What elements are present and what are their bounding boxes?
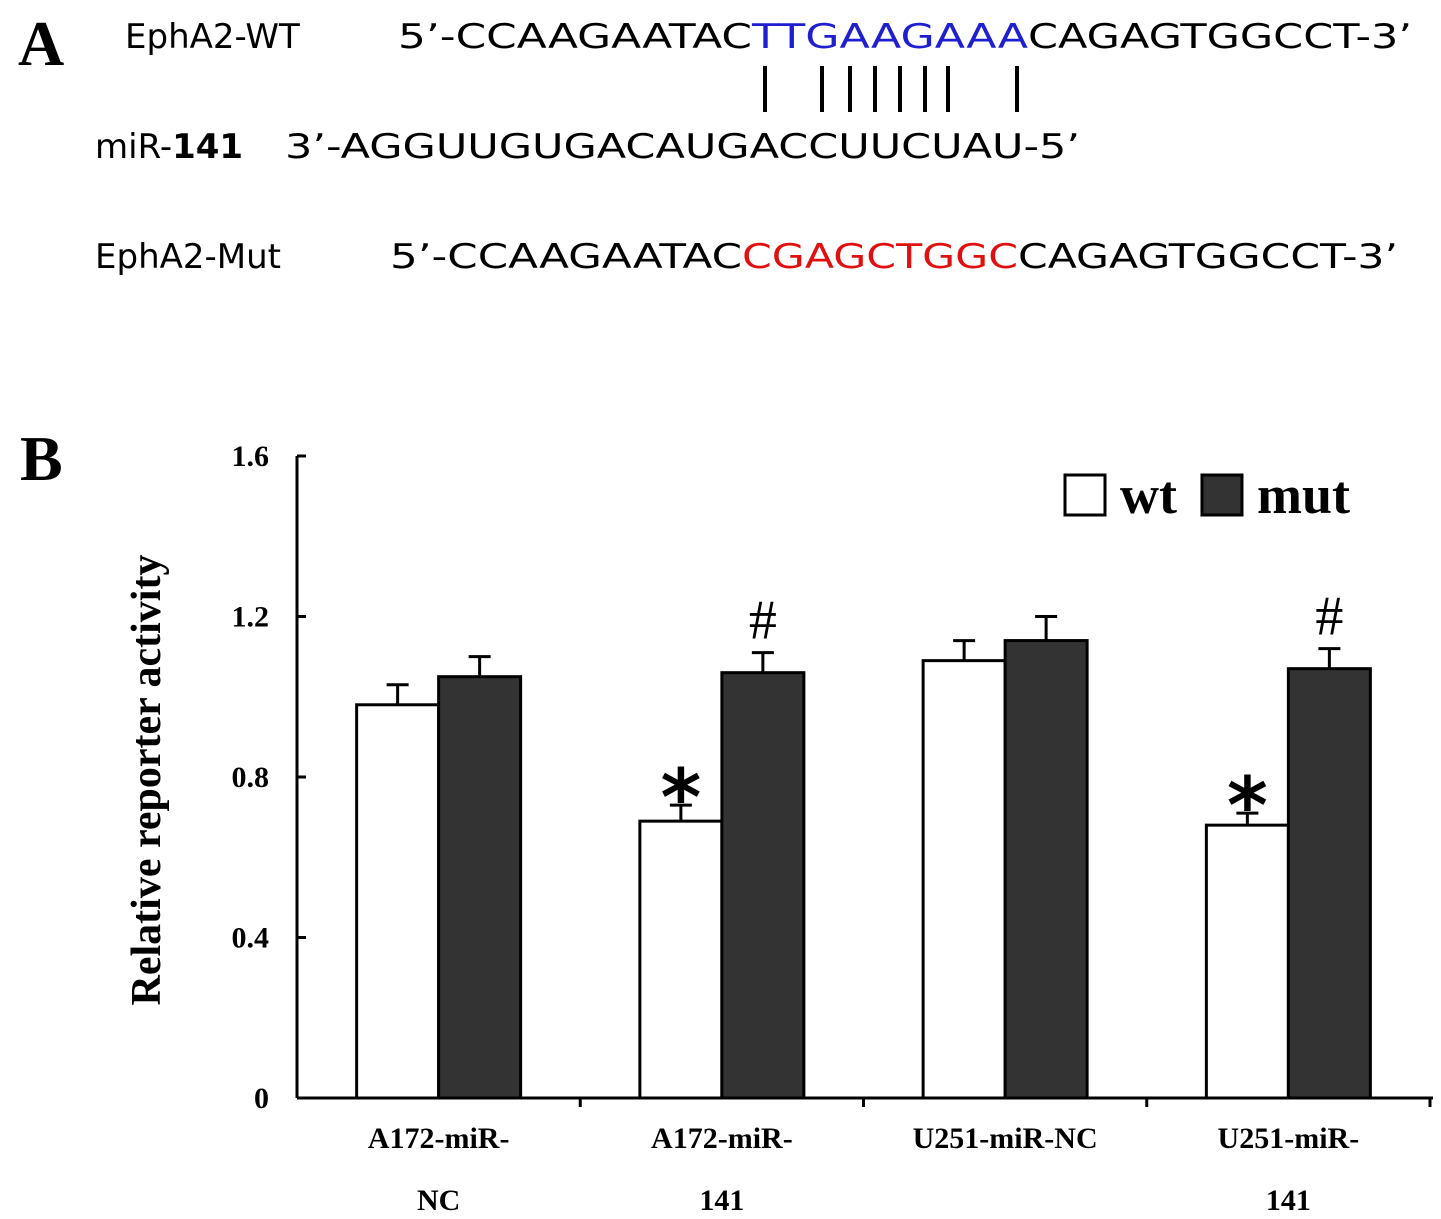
bar xyxy=(1286,667,1372,1100)
y-tick-label: 1.6 xyxy=(232,440,270,473)
mirna-name-part: miR- xyxy=(95,127,172,167)
legend-swatch xyxy=(1063,473,1107,517)
panel-label: A xyxy=(18,8,64,79)
significance-marker: * xyxy=(1227,762,1268,852)
seq-part: CAGAGTGGCCT-3’ xyxy=(1018,237,1398,277)
significance-marker: * xyxy=(660,754,701,844)
wt-sequence: 5’-CCAAGAATACTTGAAGAAACAGAGTGGCCT-3’ xyxy=(398,17,1412,57)
y-tick-label: 0.4 xyxy=(232,922,270,955)
seq-highlight: TTGAAGAAA xyxy=(751,17,1028,57)
legend-label: wt xyxy=(1120,465,1177,525)
x-tick-label: 141 xyxy=(1266,1184,1311,1217)
bar xyxy=(355,703,441,1100)
mirna-name: miR-141 xyxy=(95,127,243,167)
panel-label: B xyxy=(20,423,63,494)
x-tick-label: NC xyxy=(417,1184,460,1217)
significance-marker: # xyxy=(749,590,777,652)
mirna-sequence: 3’-AGGUUGUGACAUGACCUUCUAU-5’ xyxy=(285,127,1080,167)
y-tick-label: 0 xyxy=(254,1082,269,1115)
bar xyxy=(437,675,523,1100)
legend-label: mut xyxy=(1257,465,1350,525)
legend-swatch xyxy=(1200,473,1244,517)
bar xyxy=(1204,823,1290,1100)
mut-sequence: 5’-CCAAGAATACCGAGCTGGCCAGAGTGGCCT-3’ xyxy=(390,237,1398,277)
x-tick-label: U251-miR-NC xyxy=(913,1122,1098,1155)
mirna-number: 141 xyxy=(172,127,243,167)
x-tick-label: A172-miR- xyxy=(368,1122,510,1155)
bar xyxy=(638,819,724,1100)
y-axis-title: Relative reporter activity xyxy=(124,555,170,1006)
y-tick-label: 1.2 xyxy=(232,601,270,634)
pairing-lines xyxy=(763,66,1019,112)
significance-marker: # xyxy=(1315,586,1343,648)
seq-highlight: CGAGCTGGC xyxy=(742,237,1018,277)
seq-part: CAGAGTGGCCT-3’ xyxy=(1028,17,1412,57)
x-tick-label: U251-miR- xyxy=(1218,1122,1360,1155)
seq-part: 5’-CCAAGAATAC xyxy=(390,237,742,277)
x-tick-label: 141 xyxy=(699,1184,744,1217)
mut-name: EphA2-Mut xyxy=(95,237,281,277)
bar xyxy=(720,671,806,1100)
bar xyxy=(1003,639,1089,1100)
x-tick-label: A172-miR- xyxy=(651,1122,793,1155)
wt-name: EphA2-WT xyxy=(125,17,300,57)
y-tick-label: 0.8 xyxy=(232,761,270,794)
seq-part: 5’-CCAAGAATAC xyxy=(398,17,752,57)
bar xyxy=(921,659,1007,1100)
